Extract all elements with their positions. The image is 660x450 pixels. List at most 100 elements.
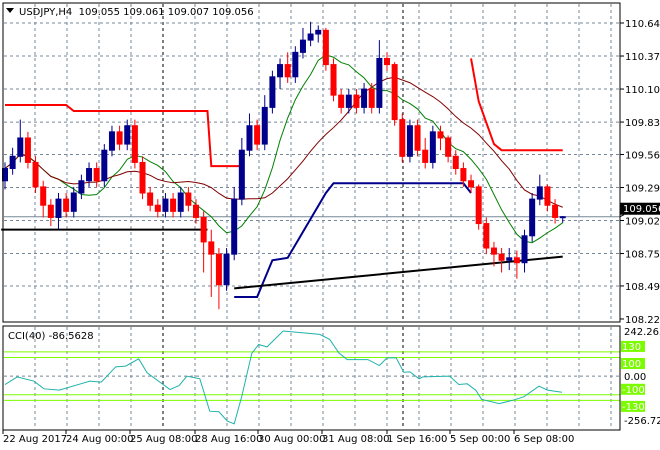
- candle-body: [414, 125, 421, 151]
- candle-body: [17, 137, 24, 157]
- candle: [238, 137, 245, 206]
- candle: [101, 144, 108, 187]
- symbol-title: USDJPY,H4 109.055 109.061 109.007 109.05…: [19, 7, 254, 18]
- candle-body: [208, 241, 215, 255]
- candle-body: [299, 39, 306, 53]
- candle-body: [101, 149, 108, 182]
- candle: [391, 62, 398, 126]
- candle-body: [544, 186, 551, 206]
- cci-line: [4, 330, 563, 425]
- candle-body: [231, 198, 238, 255]
- candle: [185, 186, 192, 212]
- candle: [552, 199, 559, 224]
- candle: [361, 82, 368, 114]
- candle: [78, 174, 85, 200]
- candle-body: [147, 192, 154, 206]
- candle-body: [437, 131, 444, 139]
- candle: [17, 119, 24, 163]
- candle-body: [552, 204, 559, 218]
- candle-body: [376, 57, 383, 108]
- candle-body: [284, 64, 291, 78]
- cci-level-label: 130: [622, 342, 641, 353]
- candle-body: [338, 94, 345, 108]
- ma-slow-line: [4, 76, 563, 208]
- candle-body: [529, 198, 536, 237]
- candle: [131, 119, 138, 169]
- candle: [345, 89, 352, 114]
- candle: [307, 21, 314, 47]
- candle: [544, 184, 551, 212]
- price-panel[interactable]: [1, 21, 620, 310]
- cci-axis: 130 100 -100 -130 242.2636 0.00 -256.7237: [621, 327, 660, 427]
- price-label: 109.025: [625, 217, 660, 228]
- cci-level-label: -100: [622, 385, 645, 396]
- candle-body: [490, 247, 497, 255]
- candle: [468, 174, 475, 193]
- cci-level-label: -130: [622, 402, 645, 413]
- cci-level-label: 100: [622, 359, 641, 370]
- candle: [452, 150, 459, 175]
- candle: [86, 162, 93, 187]
- cci-panel[interactable]: [4, 330, 620, 425]
- candle-body: [47, 204, 54, 218]
- candle: [414, 119, 421, 157]
- price-panel-border: [2, 2, 621, 323]
- candle-body: [170, 198, 177, 212]
- candle: [215, 248, 222, 310]
- candle-body: [261, 106, 268, 145]
- candle: [445, 135, 452, 163]
- candle-body: [315, 29, 322, 35]
- candle: [384, 52, 390, 71]
- candle: [231, 186, 238, 261]
- candle-body: [559, 216, 566, 219]
- candle-body: [55, 198, 62, 218]
- candle-body: [422, 149, 429, 163]
- candle: [254, 119, 261, 151]
- price-label: 109.565: [625, 150, 660, 161]
- current-price-box: [620, 202, 660, 215]
- candle: [170, 192, 177, 218]
- candle-body: [468, 180, 475, 188]
- triangle-down-icon[interactable]: [6, 8, 14, 13]
- candle: [139, 156, 146, 200]
- cci-axis-label: 242.2636: [624, 327, 660, 338]
- candle: [223, 248, 230, 291]
- cci-level-badge: [621, 340, 645, 352]
- candle-body: [24, 137, 31, 163]
- candle: [292, 46, 299, 83]
- candle: [40, 180, 47, 218]
- cci-level-badge: [621, 358, 645, 370]
- candle: [269, 70, 276, 114]
- candle: [154, 199, 161, 218]
- candle-body: [185, 192, 192, 206]
- time-label: 25 Aug 08:00: [130, 434, 197, 445]
- price-label: 110.100: [625, 85, 660, 96]
- cci-panel-border: [2, 325, 621, 431]
- candle: [177, 186, 184, 218]
- candle-body: [322, 29, 329, 66]
- candle-body: [131, 125, 138, 163]
- candle: [475, 184, 482, 230]
- time-label: 6 Sep 08:00: [514, 434, 574, 445]
- candle: [353, 89, 360, 114]
- candle: [284, 52, 291, 83]
- candle-body: [32, 161, 39, 188]
- time-label: 1 Sep 16:00: [387, 434, 447, 445]
- candle: [116, 125, 123, 151]
- candle: [193, 199, 199, 224]
- candle-body: [384, 57, 390, 66]
- candle-body: [429, 131, 436, 163]
- candle-body: [9, 155, 16, 170]
- candle: [322, 27, 329, 71]
- candle-body: [536, 186, 543, 200]
- candle: [162, 192, 169, 218]
- candle-body: [361, 88, 368, 108]
- candle-body: [269, 76, 276, 108]
- price-label: 108.220: [625, 315, 660, 326]
- candle: [437, 125, 444, 151]
- candle-body: [345, 94, 352, 108]
- cci-level-badge: [621, 383, 645, 395]
- candle-body: [78, 180, 85, 194]
